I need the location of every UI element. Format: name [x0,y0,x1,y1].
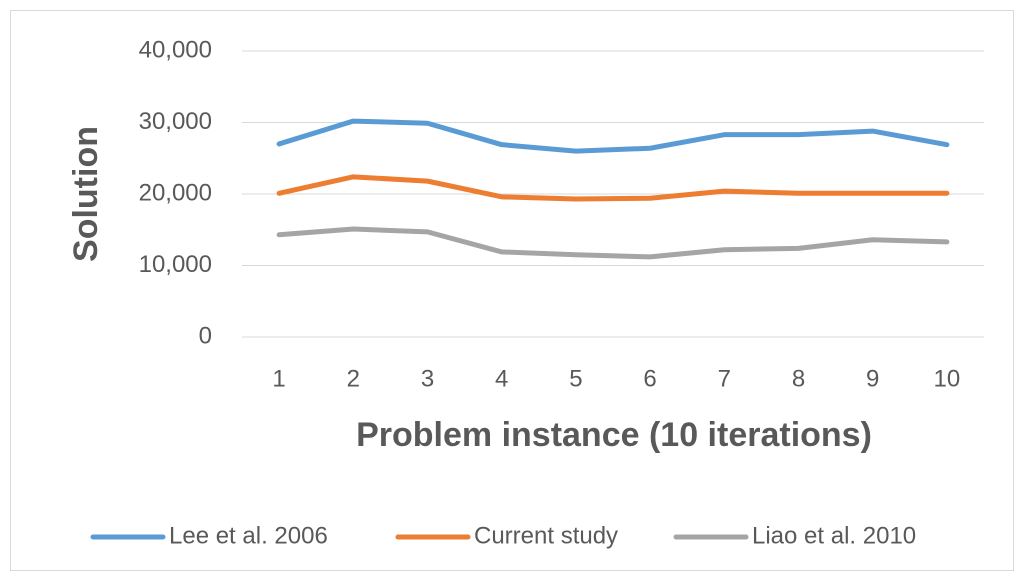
y-tick-label: 0 [199,322,212,349]
legend-label: Current study [474,522,618,549]
x-axis-title: Problem instance (10 iterations) [356,416,872,454]
x-tick-label: 5 [569,365,582,392]
y-tick-label: 30,000 [139,108,212,135]
chart-frame [10,10,1014,571]
x-tick-label: 10 [934,365,961,392]
x-tick-label: 7 [718,365,731,392]
x-tick-label: 6 [643,365,656,392]
series-line [276,226,950,260]
legend-label: Lee et al. 2006 [169,522,328,549]
x-tick-label: 2 [347,365,360,392]
x-tick-label: 3 [421,365,434,392]
x-tick-label: 9 [866,365,879,392]
y-tick-label: 40,000 [139,36,212,63]
x-tick-label: 8 [792,365,805,392]
series-line [276,174,950,202]
x-tick-label: 1 [272,365,285,392]
series-line [276,118,950,154]
x-tick-label: 4 [495,365,508,392]
y-tick-label: 10,000 [139,251,212,278]
legend-label: Liao et al. 2010 [752,522,916,549]
y-tick-label: 20,000 [139,179,212,206]
y-axis-title: Solution [67,126,105,262]
